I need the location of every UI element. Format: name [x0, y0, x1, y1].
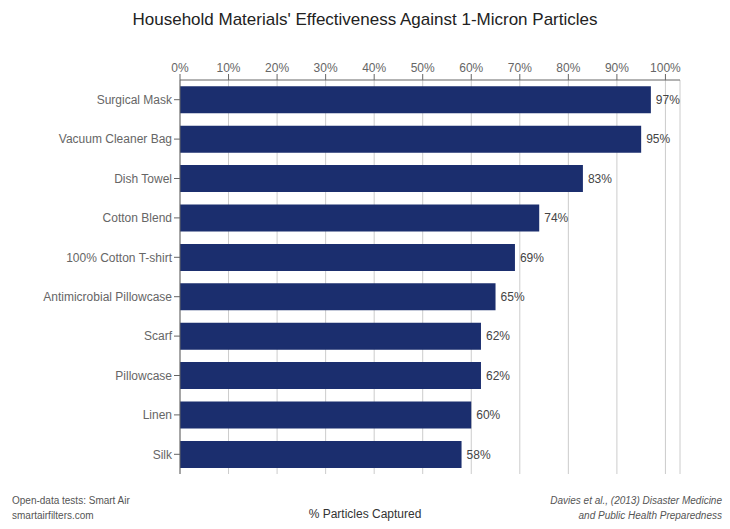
html-text:and Public Health Preparedness: and Public Health Preparedness [578, 510, 722, 521]
svg-text:74%: 74% [544, 211, 568, 225]
svg-text:80%: 80% [556, 61, 580, 75]
svg-text:100% Cotton T-shirt: 100% Cotton T-shirt [66, 251, 172, 265]
svg-text:30%: 30% [314, 61, 338, 75]
svg-text:62%: 62% [486, 369, 510, 383]
html-text:Household Materials' Effective: Household Materials' Effectiveness Again… [132, 10, 598, 29]
html-text:% Particles Captured: % Particles Captured [308, 507, 422, 521]
svg-text:Dish Towel: Dish Towel [114, 172, 172, 186]
svg-text:Silk: Silk [153, 448, 173, 462]
svg-text:10%: 10% [217, 61, 241, 75]
svg-text:97%: 97% [656, 93, 680, 107]
svg-text:90%: 90% [605, 61, 629, 75]
svg-text:83%: 83% [588, 172, 612, 186]
svg-text:65%: 65% [501, 290, 525, 304]
svg-text:Linen: Linen [143, 408, 172, 422]
svg-text:58%: 58% [467, 448, 491, 462]
svg-text:Scarf: Scarf [144, 329, 173, 343]
svg-text:Pillowcase: Pillowcase [115, 369, 172, 383]
svg-text:95%: 95% [646, 132, 670, 146]
svg-text:Cotton Blend: Cotton Blend [103, 211, 172, 225]
svg-text:Vacuum Cleaner Bag: Vacuum Cleaner Bag [59, 132, 172, 146]
svg-text:0%: 0% [171, 61, 189, 75]
html-text:Open-data tests: Smart Air: Open-data tests: Smart Air [12, 495, 130, 506]
svg-text:60%: 60% [459, 61, 483, 75]
html-text:smartairfilters.com: smartairfilters.com [12, 510, 94, 521]
svg-text:60%: 60% [476, 408, 500, 422]
svg-text:70%: 70% [508, 61, 532, 75]
svg-text:Surgical Mask: Surgical Mask [97, 93, 173, 107]
svg-text:20%: 20% [265, 61, 289, 75]
svg-text:50%: 50% [411, 61, 435, 75]
svg-text:40%: 40% [362, 61, 386, 75]
svg-text:69%: 69% [520, 251, 544, 265]
svg-text:Antimicrobial Pillowcase: Antimicrobial Pillowcase [43, 290, 172, 304]
html-text:Davies et al., (2013) Disaster: Davies et al., (2013) Disaster Medicine [550, 495, 722, 506]
svg-text:100%: 100% [650, 61, 681, 75]
svg-text:62%: 62% [486, 329, 510, 343]
